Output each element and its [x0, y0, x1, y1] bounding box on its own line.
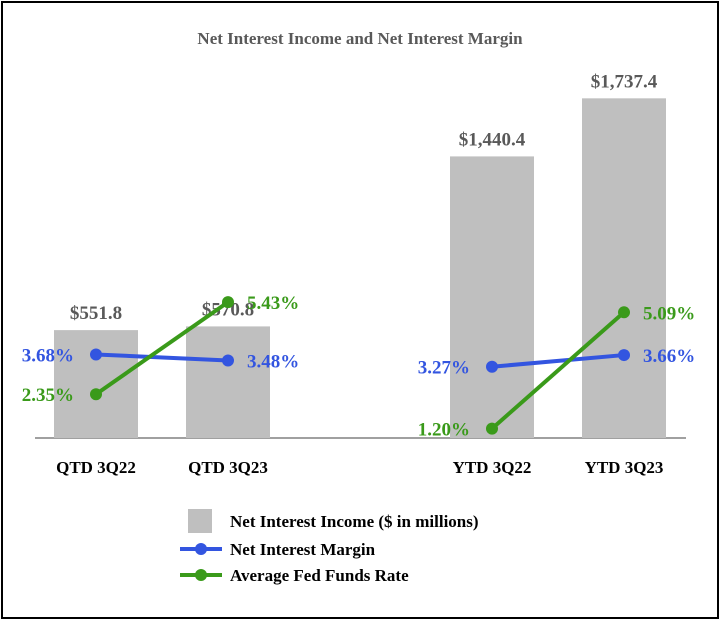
bar-value-label-1: $551.8 [70, 303, 122, 324]
fed-line-segment-2 [490, 310, 626, 431]
category-label-4: YTD 3Q23 [585, 458, 664, 477]
margin-value-label-1: 3.68% [22, 345, 74, 366]
fed-value-label-2: 5.43% [247, 293, 299, 314]
fed-point-3 [486, 422, 498, 435]
legend-label-fed: Average Fed Funds Rate [230, 566, 409, 585]
category-labels: QTD 3Q22 QTD 3Q23 YTD 3Q22 YTD 3Q23 [56, 458, 663, 477]
bar-value-label-4: $1,737.4 [591, 71, 658, 92]
bar-series [54, 98, 666, 438]
line-value-labels: 3.68% 3.48% 3.27% 3.66% 2.35% 5.43% 1.20% 5.09% [22, 293, 696, 440]
legend-swatch-fed-marker [195, 569, 207, 581]
margin-line-segment-2 [491, 353, 625, 369]
fed-point-2 [222, 296, 234, 309]
chart-title: Net Interest Income and Net Interest Mar… [197, 29, 523, 48]
category-label-3: YTD 3Q22 [453, 458, 532, 477]
bar-value-label-3: $1,440.4 [459, 129, 526, 150]
bar-value-label-2: $570.8 [202, 299, 254, 320]
legend-label-margin: Net Interest Margin [230, 540, 376, 559]
bar-4 [582, 98, 666, 438]
bar-1 [54, 330, 138, 438]
margin-point-4 [618, 349, 630, 362]
margin-value-label-4: 3.66% [643, 346, 695, 367]
legend: Net Interest Income ($ in millions) Net … [180, 509, 479, 585]
category-label-1: QTD 3Q22 [56, 458, 136, 477]
line-series [90, 296, 630, 435]
fed-line-segment-1 [94, 300, 230, 396]
fed-point-1 [90, 388, 102, 401]
bar-2 [186, 326, 270, 438]
margin-point-1 [90, 348, 102, 361]
fed-value-label-4: 5.09% [643, 303, 695, 324]
fed-value-label-3: 1.20% [418, 420, 470, 441]
legend-swatch-bar [188, 509, 212, 533]
margin-value-label-2: 3.48% [247, 351, 299, 372]
category-label-2: QTD 3Q23 [188, 458, 268, 477]
margin-point-2 [222, 354, 234, 367]
bar-3 [450, 156, 534, 438]
margin-value-label-3: 3.27% [418, 358, 470, 379]
legend-swatch-margin-marker [195, 543, 207, 555]
bar-value-labels: $551.8 $570.8 $1,440.4 $1,737.4 [70, 71, 658, 324]
margin-point-3 [486, 360, 498, 373]
fed-value-label-1: 2.35% [22, 385, 74, 406]
fed-point-4 [618, 306, 630, 319]
legend-label-bar: Net Interest Income ($ in millions) [230, 512, 479, 531]
margin-line-segment-1 [95, 352, 229, 363]
